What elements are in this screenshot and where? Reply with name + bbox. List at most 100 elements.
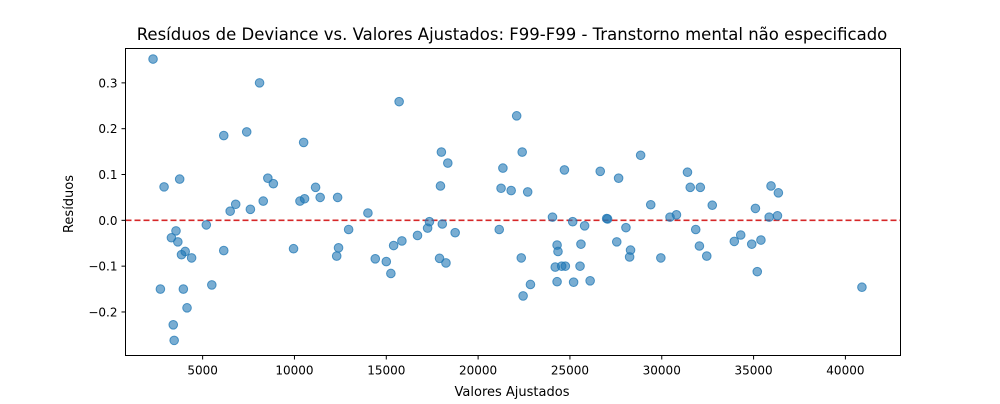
data-point (310, 182, 321, 193)
data-point (746, 239, 757, 249)
x-tick-label: 20000 (459, 364, 497, 378)
data-point (729, 236, 740, 247)
data-point (159, 182, 169, 192)
scatter-points (148, 54, 867, 346)
data-point (268, 178, 279, 189)
data-point (701, 251, 712, 261)
data-point (567, 216, 578, 227)
y-tick-label: 0.0 (98, 214, 117, 228)
x-tick-label: 40000 (826, 364, 864, 378)
data-point (394, 96, 404, 107)
data-point (148, 54, 158, 64)
data-point (182, 303, 192, 313)
data-point (772, 210, 783, 221)
data-point (517, 147, 527, 157)
data-point (752, 266, 763, 277)
y-tick-label: −0.1 (88, 260, 117, 274)
data-point (441, 258, 451, 268)
data-point (245, 204, 256, 215)
data-point (611, 237, 622, 247)
data-point (525, 279, 536, 290)
data-point (511, 111, 522, 121)
data-point (386, 268, 396, 279)
data-point (602, 214, 613, 224)
data-point (258, 196, 269, 206)
data-point (506, 185, 516, 196)
data-point (370, 254, 381, 264)
data-point (552, 276, 562, 287)
data-point (750, 203, 761, 214)
data-point (621, 222, 631, 233)
data-point (171, 226, 181, 236)
data-point (671, 210, 682, 220)
data-point (218, 130, 229, 141)
data-point (443, 158, 453, 168)
y-axis-ticks: −0.2 −0.1 0.0 0.1 0.2 0.3 (88, 76, 126, 319)
data-point (178, 284, 189, 294)
data-point (560, 261, 571, 271)
data-point (496, 183, 506, 194)
data-point (595, 166, 606, 177)
data-point (695, 182, 706, 193)
y-axis-label: Resíduos (62, 175, 77, 233)
data-point (218, 245, 229, 256)
data-point (450, 227, 460, 238)
data-point (186, 253, 197, 263)
data-point (585, 276, 595, 286)
data-point (857, 282, 867, 293)
y-tick-label: −0.2 (88, 305, 117, 319)
x-tick-label: 35000 (734, 364, 772, 378)
data-point (756, 235, 766, 245)
data-point (766, 181, 776, 191)
data-point (412, 230, 423, 241)
data-point (576, 239, 586, 249)
data-point (735, 230, 746, 240)
x-axis-ticks: 5000 10000 15000 20000 25000 30000 35000 40000 (187, 355, 864, 378)
data-point (155, 284, 166, 294)
data-point (169, 335, 179, 346)
x-tick-label: 10000 (275, 364, 313, 378)
data-point (241, 127, 252, 137)
x-tick-label: 30000 (643, 364, 681, 378)
data-point (498, 163, 508, 173)
data-point (579, 221, 590, 231)
data-point (254, 78, 265, 88)
data-point (331, 251, 342, 261)
data-point (436, 147, 447, 157)
data-point (656, 253, 666, 263)
data-point (381, 256, 392, 267)
data-point (553, 246, 563, 257)
chart-title: Resíduos de Deviance vs. Valores Ajustad… (137, 25, 888, 44)
data-point (437, 219, 448, 229)
data-point (180, 246, 190, 257)
data-point (168, 320, 179, 330)
data-point (518, 291, 528, 301)
data-point (225, 206, 235, 216)
data-point (773, 188, 784, 198)
data-point (435, 181, 446, 191)
data-point (201, 220, 212, 230)
data-point (682, 167, 693, 178)
data-point (173, 237, 183, 247)
data-point (694, 241, 705, 251)
data-point (333, 243, 344, 253)
data-point (174, 174, 185, 184)
data-point (494, 224, 505, 235)
data-point (764, 212, 774, 222)
data-point (343, 224, 354, 235)
y-tick-label: 0.2 (98, 122, 117, 136)
data-point (299, 193, 310, 204)
data-point (522, 187, 533, 197)
data-point (332, 192, 343, 203)
data-point (568, 277, 579, 287)
x-tick-label: 15000 (367, 364, 405, 378)
data-point (625, 245, 636, 255)
data-point (575, 261, 585, 271)
x-tick-label: 25000 (551, 364, 589, 378)
data-point (424, 216, 435, 227)
y-tick-label: 0.1 (98, 168, 117, 182)
plot-area-frame (125, 48, 901, 356)
data-point (635, 150, 646, 161)
